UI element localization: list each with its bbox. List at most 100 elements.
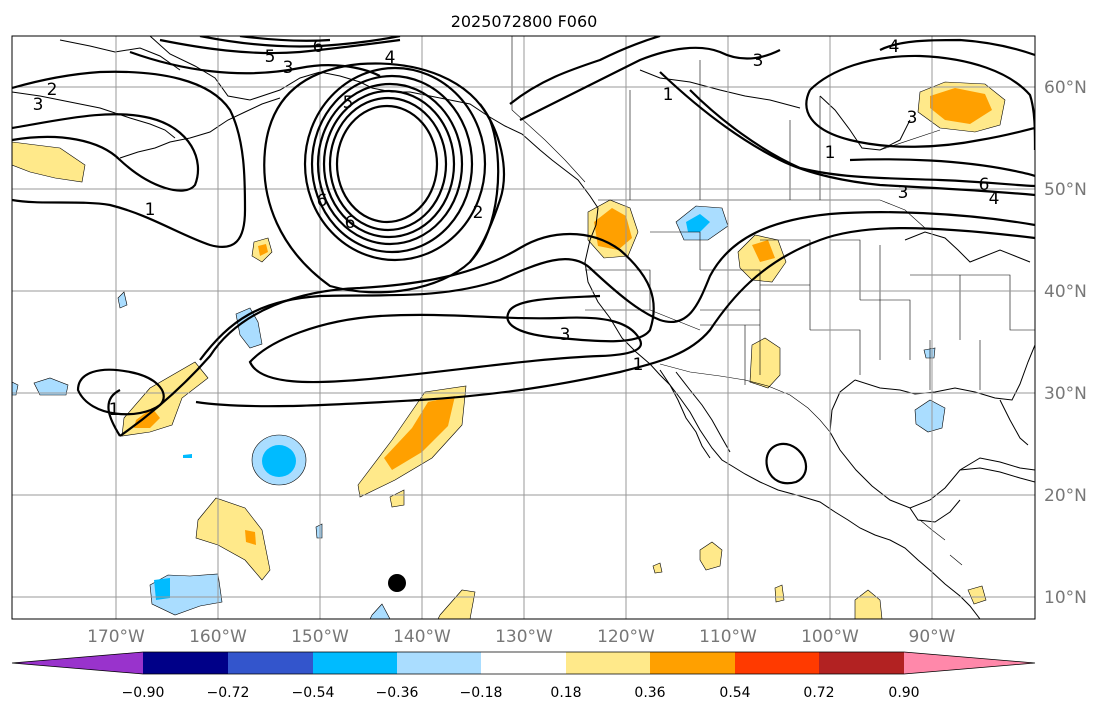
contour-label: 1	[109, 400, 120, 420]
gridlines	[12, 36, 1035, 619]
colorbar-tick-label: −0.18	[460, 685, 503, 701]
contour-label: 3	[283, 58, 294, 78]
negative-anomaly-area	[686, 214, 710, 232]
contour-label: 5	[343, 93, 354, 113]
gulf-of-california-coast	[675, 371, 731, 453]
contour-line	[119, 233, 655, 437]
contour-line	[12, 113, 200, 192]
us-canada-border	[598, 199, 926, 229]
canada-provincial-borders	[629, 60, 941, 200]
positive-anomaly-area	[930, 88, 992, 124]
latitude-label: 20°N	[1044, 486, 1087, 506]
longitude-label: 100°W	[801, 627, 859, 647]
contour-line	[195, 226, 1035, 408]
political-borders	[511, 36, 1035, 566]
contour-ring	[310, 74, 474, 254]
contour-line	[659, 71, 1035, 197]
longitude-labels: 170°W 160°W 150°W 140°W 130°W 120°W 110°…	[87, 627, 956, 647]
canadian-arctic-coast	[639, 69, 801, 109]
colorbar-tick-label: −0.36	[376, 685, 419, 701]
negative-anomaly-area	[12, 381, 19, 396]
contour-ring	[335, 104, 439, 224]
colorbar-tick-label: 0.72	[803, 685, 834, 701]
contour-lines	[12, 36, 1035, 485]
contour-line	[129, 50, 381, 77]
us-gulf-east-coast	[854, 344, 1035, 401]
aleutian-islands	[119, 97, 281, 159]
longitude-label: 170°W	[87, 627, 145, 647]
chukotka-coast	[59, 39, 181, 71]
contour-label: 1	[633, 355, 644, 375]
latitude-label: 30°N	[1044, 384, 1087, 404]
contour-line	[12, 70, 247, 248]
colorbar-tick-label: −0.72	[207, 685, 250, 701]
alaska-canada-border	[511, 36, 586, 183]
colorbar-tick-label: 0.54	[719, 685, 750, 701]
contour-label: 3	[898, 183, 909, 203]
positive-anomaly-area	[384, 396, 455, 470]
bering-coast	[12, 91, 176, 139]
contour-label: 1	[825, 143, 836, 163]
positive-anomaly-area	[134, 408, 160, 428]
location-marker	[388, 574, 406, 592]
longitude-label: 140°W	[393, 627, 451, 647]
longitude-label: 90°W	[909, 627, 956, 647]
contour-line	[879, 38, 1035, 57]
positive-anomaly-area	[245, 530, 256, 545]
contour-label: 6	[313, 37, 324, 57]
colorbar-segment	[819, 652, 904, 674]
negative-anomaly-area	[923, 347, 936, 359]
contour-line	[849, 158, 1035, 178]
contour-label: 3	[33, 95, 44, 115]
colorbar-segment-min	[12, 652, 143, 674]
colorbar-segment	[228, 652, 313, 674]
positive-anomaly-area	[749, 337, 781, 389]
contour-line	[159, 38, 401, 55]
west-coast-north-america	[584, 207, 981, 619]
coastlines	[12, 36, 1035, 619]
negative-anomaly-area	[154, 578, 170, 600]
colorbar: −0.90 −0.72 −0.54 −0.36 −0.18 0.18 0.36 …	[11, 651, 1036, 701]
contour-ring	[303, 66, 487, 262]
contour-label: 4	[385, 48, 396, 68]
contour-labels: 6 5 3 4 2 3 3 1 1 6 5 6 4 2 1 3 6 4 3 3 …	[33, 37, 1000, 420]
colorbar-tick-label: 0.36	[634, 685, 665, 701]
positive-anomaly-area	[752, 240, 775, 262]
contour-label: 5	[265, 47, 276, 67]
colorbar-tick-label: −0.54	[292, 685, 335, 701]
negative-anomaly-area	[117, 291, 128, 309]
contour-ring	[322, 89, 456, 239]
contour-ring	[316, 82, 464, 246]
contour-label: 2	[47, 80, 58, 100]
positive-anomaly-area	[258, 244, 268, 256]
contour-label: 4	[889, 37, 900, 57]
contour-line	[805, 54, 1035, 151]
positive-anomaly-area	[195, 497, 271, 581]
longitude-label: 120°W	[597, 627, 655, 647]
map-frame	[11, 35, 1036, 620]
colorbar-segment	[650, 652, 735, 674]
colorbar-tick-label: 0.18	[550, 685, 581, 701]
latitude-label: 10°N	[1044, 588, 1087, 608]
longitude-label: 160°W	[189, 627, 247, 647]
negative-anomaly-area	[183, 454, 192, 458]
negative-anomaly-area	[914, 399, 946, 433]
contour-line	[689, 89, 1035, 188]
latitude-labels: 60°N 50°N 40°N 30°N 20°N 10°N	[1044, 78, 1087, 608]
colorbar-segment-max	[904, 652, 1035, 674]
colorbar-tick-label: 0.90	[888, 685, 919, 701]
longitude-label: 110°W	[699, 627, 757, 647]
us-mexico-border	[659, 363, 831, 433]
longitude-label: 130°W	[495, 627, 553, 647]
colorbar-segment	[313, 652, 397, 674]
negative-anomaly-area	[261, 444, 296, 478]
colorbar-segment	[566, 652, 650, 674]
latitude-label: 60°N	[1044, 78, 1087, 98]
contour-line	[107, 211, 1035, 437]
positive-anomaly-area	[389, 489, 405, 508]
colorbar-segment	[735, 652, 819, 674]
contour-label: 1	[663, 85, 674, 105]
contour-label: 2	[473, 203, 484, 223]
contour-line	[76, 368, 165, 416]
